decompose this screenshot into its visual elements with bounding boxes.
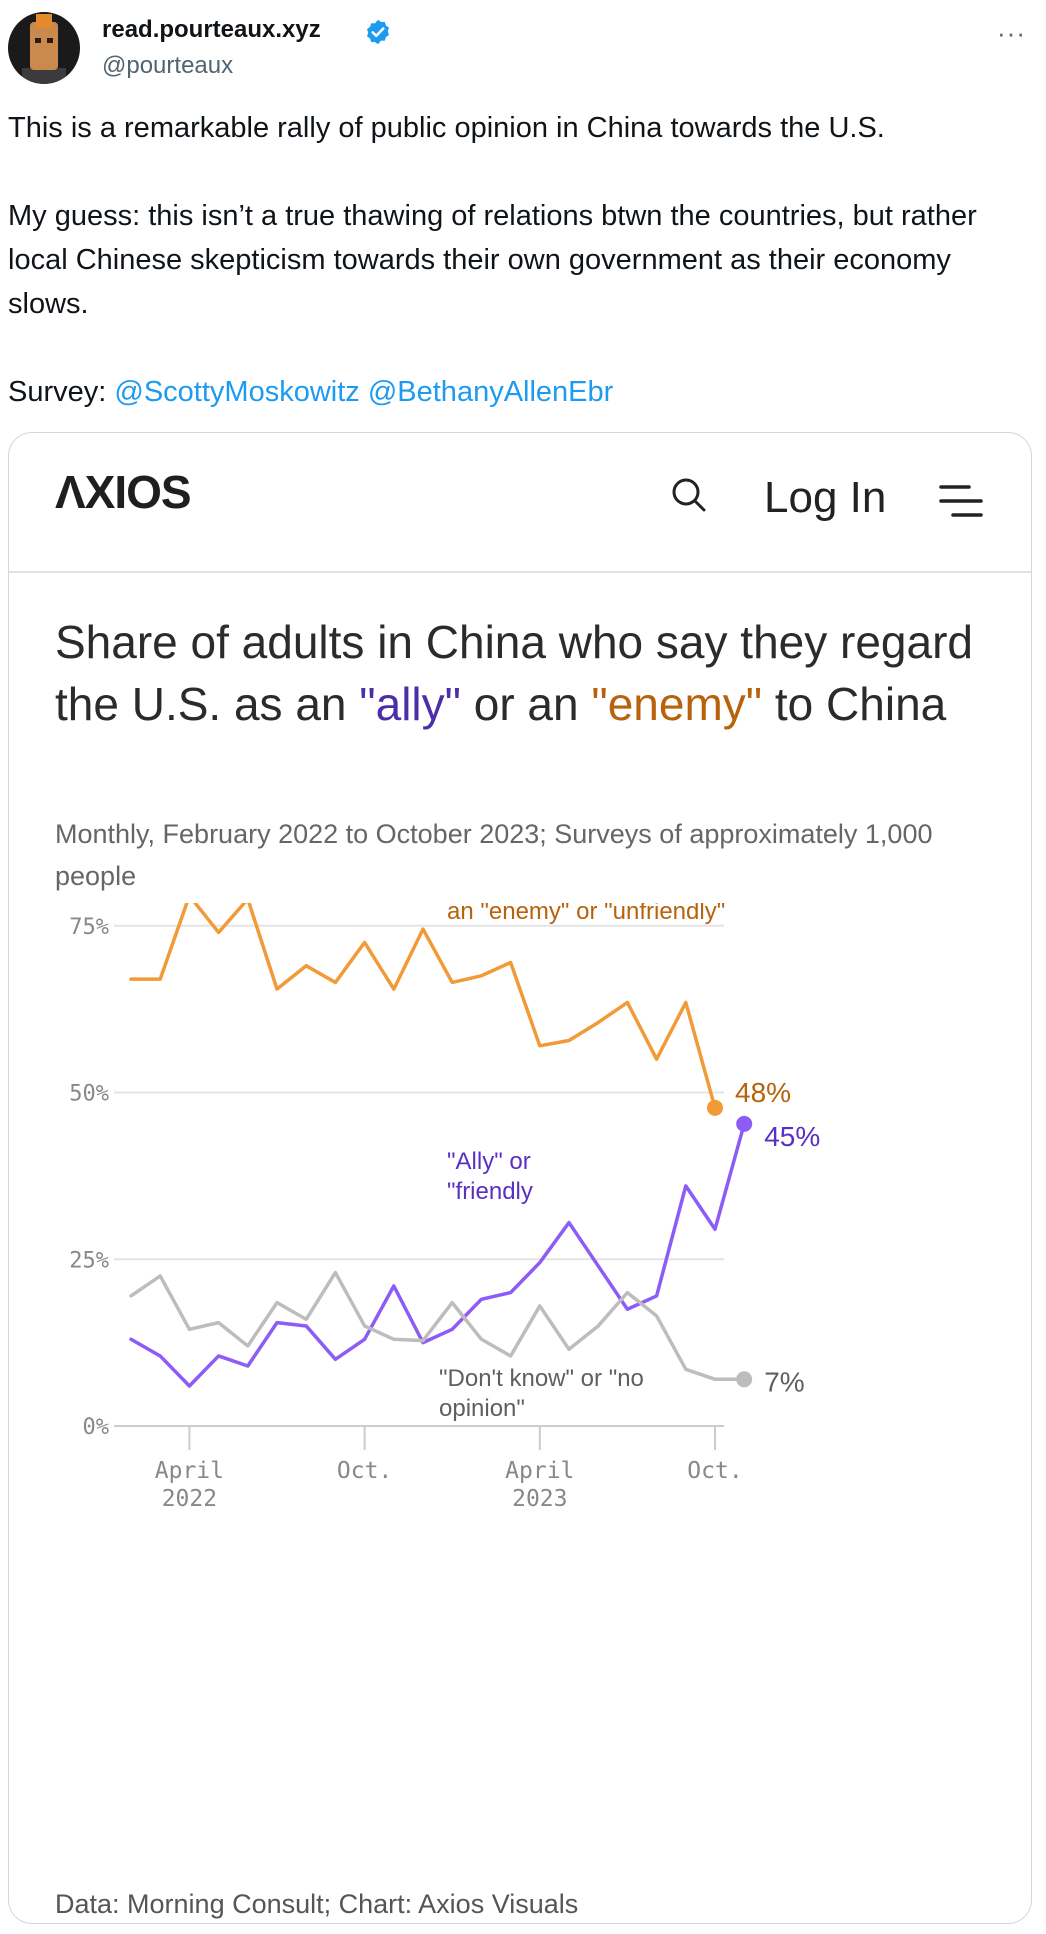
tweet-header: read.pourteaux.xyz @pourteaux ··· xyxy=(8,8,1038,84)
y-tick-label: 25% xyxy=(69,1248,109,1273)
title-enemy: "enemy" xyxy=(591,678,763,730)
display-name[interactable]: read.pourteaux.xyz xyxy=(102,16,321,43)
tweet-text: This is a remarkable rally of public opi… xyxy=(8,106,1028,414)
axios-header: ΛXIOS Log In xyxy=(9,433,1031,573)
avatar[interactable] xyxy=(8,12,80,84)
search-icon[interactable] xyxy=(669,475,709,515)
enemy-end-label: 48% xyxy=(735,1077,791,1108)
user-handle[interactable]: @pourteaux xyxy=(102,52,234,79)
x-tick-label: Oct. xyxy=(687,1458,742,1484)
chart-title: Share of adults in China who say they re… xyxy=(55,611,995,735)
chart-subtitle: Monthly, February 2022 to October 2023; … xyxy=(55,819,933,891)
dontknow-end-point xyxy=(736,1371,753,1388)
title-text-2: or an xyxy=(460,678,592,730)
x-tick-label: Oct. xyxy=(337,1458,392,1484)
tweet-survey-line: Survey: @ScottyMoskowitz @BethanyAllenEb… xyxy=(8,370,1028,414)
mention-link-1[interactable]: @ScottyMoskowitz xyxy=(114,376,360,408)
x-tick-label: 2023 xyxy=(512,1486,567,1512)
ally-end-point xyxy=(736,1115,753,1132)
line-chart: 0%25%50%75%100%April2022Oct.April2023Oct… xyxy=(69,903,820,1512)
title-text-3: to China xyxy=(762,678,947,730)
axios-logo[interactable]: ΛXIOS xyxy=(55,466,192,518)
login-link[interactable]: Log In xyxy=(764,473,887,522)
enemy-end-point xyxy=(707,1099,723,1116)
x-tick-label: April xyxy=(155,1458,224,1484)
title-text-1: Share of adults in China who say they re… xyxy=(55,616,973,730)
dontknow-annotation: "Don't know" or "no xyxy=(439,1365,644,1392)
tweet-line-2: My guess: this isn’t a true thawing of r… xyxy=(8,200,977,320)
dontknow-annotation: opinion" xyxy=(439,1395,525,1422)
y-tick-label: 75% xyxy=(69,915,109,940)
enemy-series-line xyxy=(129,903,717,1110)
enemy-annotation: an "enemy" or "unfriendly" xyxy=(447,903,725,925)
dontknow-series-line xyxy=(129,1270,746,1382)
y-tick-label: 0% xyxy=(83,1415,110,1440)
x-tick-label: April xyxy=(505,1458,574,1484)
more-options-icon[interactable]: ··· xyxy=(997,18,1026,48)
survey-label: Survey: xyxy=(8,376,107,408)
dontknow-end-label: 7% xyxy=(764,1366,804,1397)
chart-source: Data: Morning Consult; Chart: Axios Visu… xyxy=(55,1889,579,1919)
y-tick-label: 50% xyxy=(69,1082,109,1107)
ally-series-line xyxy=(129,1122,746,1388)
tweet-line-1: This is a remarkable rally of public opi… xyxy=(8,112,885,144)
verified-badge-icon xyxy=(367,19,389,45)
link-card[interactable]: ΛXIOS Log In Share of adults in China wh… xyxy=(8,432,1032,1924)
x-tick-label: 2022 xyxy=(162,1486,217,1512)
mention-link-2[interactable]: @BethanyAllenEbr xyxy=(367,376,614,408)
ally-annotation: "Ally" or xyxy=(447,1148,531,1175)
ally-end-label: 45% xyxy=(764,1121,820,1152)
ally-annotation: "friendly xyxy=(447,1178,533,1205)
menu-icon[interactable] xyxy=(939,481,983,521)
title-ally: "ally" xyxy=(359,678,461,730)
